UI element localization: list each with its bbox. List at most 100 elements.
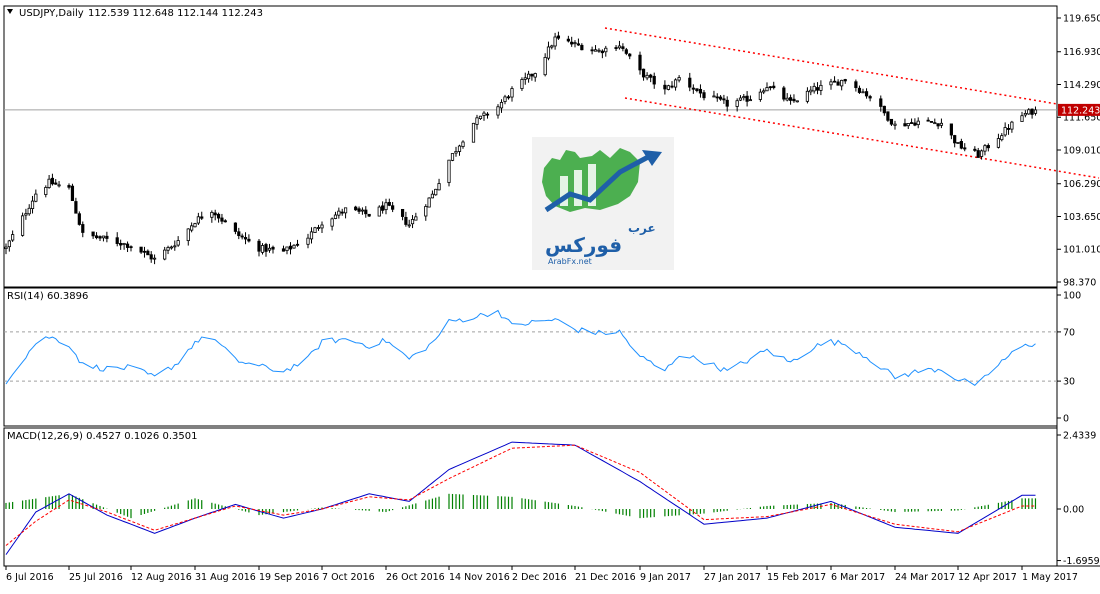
candle (953, 134, 957, 148)
candle-body-bullish (407, 224, 411, 227)
candle (200, 211, 204, 221)
candle (628, 53, 632, 60)
candle (976, 147, 980, 158)
candle (267, 243, 272, 253)
dropdown-arrow-icon[interactable] (7, 9, 13, 14)
logo-bar-3 (588, 164, 596, 206)
candle (142, 246, 147, 258)
candle (503, 94, 507, 105)
candle (30, 195, 35, 214)
candle-body-bullish (343, 207, 348, 214)
candle-body-bearish (216, 213, 221, 219)
time-tick-label: 6 Mar 2017 (831, 572, 885, 583)
candle (478, 115, 483, 120)
candle-body-bearish (725, 99, 729, 107)
candle-body-bullish (499, 102, 504, 109)
candle (447, 159, 451, 187)
candle (926, 117, 930, 122)
candle (645, 72, 649, 81)
candle (649, 73, 653, 83)
candle (281, 245, 286, 252)
candle-body-bullish (933, 122, 937, 125)
candle (570, 36, 574, 47)
trendlines (604, 27, 1100, 179)
candle-body-bullish (496, 106, 500, 116)
candle-body-bullish (316, 227, 321, 229)
candle (152, 254, 157, 265)
candle (437, 178, 441, 191)
candle-body-bearish (663, 84, 667, 90)
candle-body-bearish (836, 81, 840, 86)
candle (427, 197, 431, 208)
candle-body-bullish (1000, 135, 1004, 141)
candle (590, 46, 594, 55)
candle-body-bullish (169, 246, 174, 249)
candle-body-bearish (868, 96, 872, 99)
candle-body-bearish (149, 254, 153, 260)
candle (886, 111, 890, 122)
candle (792, 94, 796, 103)
candle-body-bullish (738, 97, 743, 101)
candle-body-bullish (573, 42, 577, 45)
candle (309, 227, 314, 244)
candle-body-bullish (309, 231, 314, 240)
candle-body-bearish (257, 240, 261, 252)
candle (624, 47, 628, 56)
candle (404, 211, 408, 227)
candle (220, 213, 224, 225)
candle-body-bullish (677, 77, 681, 81)
macd-label: MACD(12,26,9) 0.4527 0.1026 0.3501 (7, 431, 197, 442)
candle-body-bullish (475, 117, 479, 125)
candle (765, 82, 769, 92)
candle-body-bullish (461, 141, 465, 147)
candle-body-bearish (843, 79, 847, 82)
candle-body-bullish (906, 123, 910, 127)
candle-body-bearish (119, 242, 123, 246)
candle-body-bearish (125, 243, 130, 248)
price-tick-label: 103.650 (1063, 212, 1100, 223)
candle (471, 122, 476, 143)
candle (330, 217, 334, 231)
candle (271, 245, 275, 254)
candle (735, 98, 739, 112)
candle (979, 149, 984, 160)
candle-body-bullish (163, 249, 167, 260)
candle-body-bearish (295, 243, 300, 246)
candle (829, 78, 833, 90)
candle (949, 123, 953, 140)
rsi-pane (5, 309, 1036, 386)
candle-body-bearish (74, 201, 78, 214)
candle (193, 222, 197, 228)
candle-body-bearish (570, 41, 574, 45)
candle (190, 222, 194, 233)
candle-body-bullish (186, 228, 190, 242)
candle (237, 227, 241, 240)
candle-body-bullish (510, 88, 514, 98)
candle (166, 245, 170, 255)
macd-line (5, 441, 1036, 555)
candle (340, 208, 344, 216)
candle-body-bearish (628, 53, 632, 57)
candle-body-bullish (434, 188, 438, 196)
candle-body-bearish (54, 182, 58, 185)
candle-body-bullish (152, 257, 157, 260)
candle-body-bearish (649, 74, 653, 78)
candle-body-bullish (546, 46, 551, 59)
candle-body-bullish (503, 96, 507, 102)
candle-body-bullish (758, 91, 762, 100)
candle-body-bullish (173, 245, 177, 248)
candle-body-bullish (523, 77, 527, 80)
candle (50, 173, 55, 186)
price-pane-frame (3, 5, 1058, 288)
candle-body-bullish (543, 57, 547, 76)
time-tick-label: 2 Dec 2016 (512, 572, 567, 583)
candle (702, 90, 706, 101)
candle-body-bearish (782, 87, 786, 100)
candle (450, 153, 455, 162)
candle-body-bearish (271, 246, 275, 250)
candle (854, 79, 858, 92)
candle (553, 32, 557, 50)
time-tick-label: 15 Feb 2017 (767, 572, 826, 583)
candle-body-bearish (722, 98, 726, 101)
